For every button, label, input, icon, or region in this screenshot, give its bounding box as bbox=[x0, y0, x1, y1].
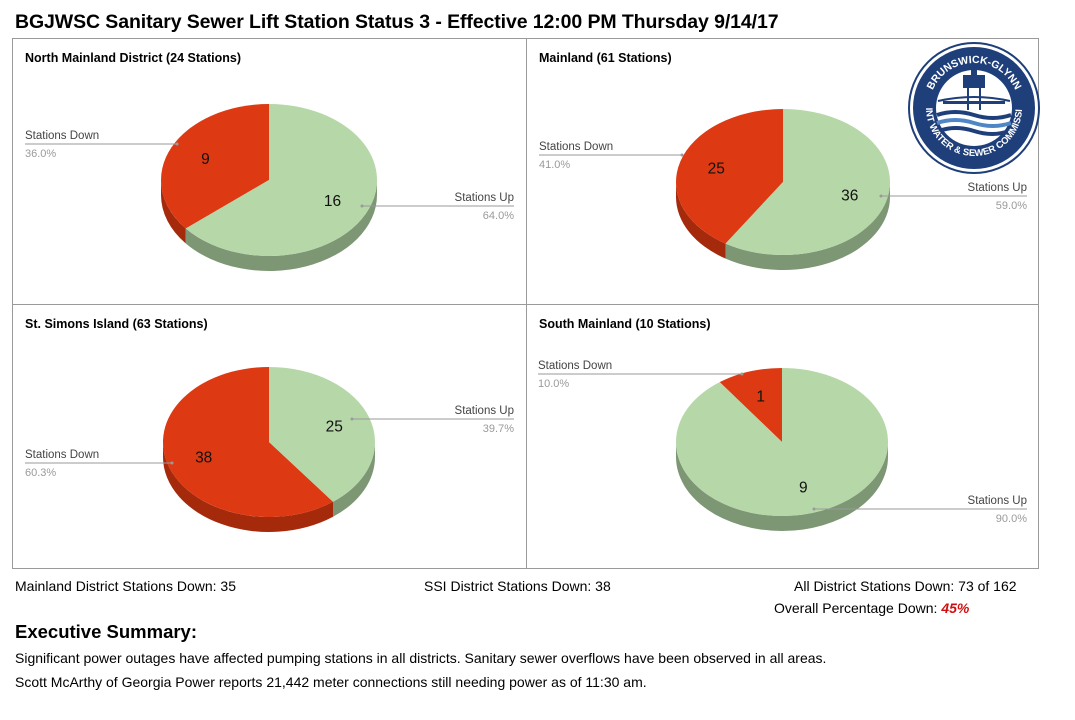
callout-dot bbox=[879, 194, 883, 198]
slice-name-label: Stations Down bbox=[25, 449, 99, 461]
page-title: BGJWSC Sanitary Sewer Lift Station Statu… bbox=[15, 11, 779, 33]
slice-name-label: Stations Up bbox=[968, 495, 1027, 507]
callout-dot bbox=[740, 372, 744, 376]
mainland-down-stat: Mainland District Stations Down: 35 bbox=[15, 578, 236, 594]
overall-label: Overall Percentage Down: bbox=[774, 600, 938, 616]
executive-summary-line: Scott McArthy of Georgia Power reports 2… bbox=[15, 674, 647, 690]
ssi-down-stat: SSI District Stations Down: 38 bbox=[424, 578, 611, 594]
chart-grid bbox=[12, 38, 1039, 569]
chart-panel-north-mainland: North Mainland District (24 Stations) 9 1… bbox=[12, 38, 526, 304]
callout-dot bbox=[170, 461, 174, 465]
chart-panel-st-simons: St. Simons Island (63 Stations) 38 25 Stat… bbox=[12, 304, 526, 570]
pie-slice-side-down bbox=[163, 442, 334, 532]
pie-chart: 25 36 Stations Down 41.0% Stations Up 59.0% bbox=[539, 109, 1027, 270]
slice-name-label: Stations Up bbox=[455, 405, 514, 417]
pie-slice-stations-down bbox=[719, 368, 782, 442]
pie-chart: 9 16 Stations Down 36.0% Stations Up 64.0% bbox=[25, 104, 514, 271]
pie-value-label: 25 bbox=[708, 161, 725, 178]
callout-dot bbox=[812, 507, 816, 511]
overall-percentage: Overall Percentage Down: 45% bbox=[774, 600, 969, 616]
chart-panel-south-mainland: South Mainland (10 Stations) 1 9 Stations … bbox=[526, 304, 1040, 570]
slice-percent-label: 41.0% bbox=[539, 159, 570, 171]
slice-percent-label: 60.3% bbox=[25, 467, 56, 479]
slice-percent-label: 39.7% bbox=[483, 423, 514, 435]
pie-value-label: 16 bbox=[324, 193, 341, 210]
executive-summary-line: Significant power outages have affected … bbox=[15, 650, 827, 666]
pie-slice-side-up bbox=[333, 442, 375, 517]
chart-title: Mainland (61 Stations) bbox=[539, 51, 672, 65]
chart-title: South Mainland (10 Stations) bbox=[539, 317, 711, 331]
pie-value-label: 25 bbox=[326, 418, 343, 435]
slice-name-label: Stations Down bbox=[25, 130, 99, 142]
chart-panel-mainland: Mainland (61 Stations) 25 36 Stations Down… bbox=[526, 38, 1040, 304]
pie-value-label: 36 bbox=[841, 187, 858, 204]
callout-dot bbox=[680, 153, 684, 157]
all-down-stat: All District Stations Down: 73 of 162 bbox=[794, 578, 1017, 594]
pie-chart: 1 9 Stations Down 10.0% Stations Up 90.0% bbox=[538, 360, 1027, 531]
slice-name-label: Stations Up bbox=[968, 182, 1027, 194]
pie-slice-side-down bbox=[161, 180, 186, 244]
pie-slice-side-down bbox=[676, 182, 726, 259]
pie-value-label: 38 bbox=[195, 450, 212, 467]
pie-slice-stations-down bbox=[676, 109, 783, 244]
overall-value: 45% bbox=[941, 600, 970, 616]
pie-slice-stations-up bbox=[269, 367, 375, 502]
chart-title: North Mainland District (24 Stations) bbox=[25, 51, 241, 65]
slice-percent-label: 59.0% bbox=[996, 200, 1027, 212]
callout-dot bbox=[360, 204, 364, 208]
executive-summary-heading: Executive Summary: bbox=[15, 621, 198, 642]
pie-slice-stations-up bbox=[185, 104, 377, 256]
slice-percent-label: 10.0% bbox=[538, 378, 569, 390]
slice-name-label: Stations Up bbox=[455, 192, 514, 204]
pie-value-label: 1 bbox=[756, 388, 765, 405]
pie-value-label: 9 bbox=[799, 480, 808, 497]
pie-slice-stations-down bbox=[161, 104, 269, 229]
callout-dot bbox=[350, 417, 354, 421]
chart-title: St. Simons Island (63 Stations) bbox=[25, 317, 208, 331]
slice-name-label: Stations Down bbox=[538, 360, 612, 372]
grid-divider-vertical bbox=[526, 38, 527, 569]
grid-divider-horizontal bbox=[12, 304, 1039, 305]
pie-value-label: 9 bbox=[201, 151, 210, 168]
pie-slice-stations-up bbox=[676, 368, 888, 516]
pie-slice-stations-up bbox=[725, 109, 890, 255]
slice-percent-label: 64.0% bbox=[483, 210, 514, 222]
bgjwsc-logo: BRUNSWICK-GLYNN JOINT WATER & SEWER COMM… bbox=[907, 41, 1040, 174]
pie-chart: 38 25 Stations Down 60.3% Stations Up 39.7% bbox=[25, 367, 514, 532]
pie-slice-side-up bbox=[185, 180, 377, 271]
slice-name-label: Stations Down bbox=[539, 141, 613, 153]
pie-slice-stations-down bbox=[163, 367, 334, 517]
pie-slice-side-up bbox=[725, 182, 890, 270]
slice-percent-label: 90.0% bbox=[996, 513, 1027, 525]
callout-dot bbox=[175, 142, 179, 146]
slice-percent-label: 36.0% bbox=[25, 148, 56, 160]
